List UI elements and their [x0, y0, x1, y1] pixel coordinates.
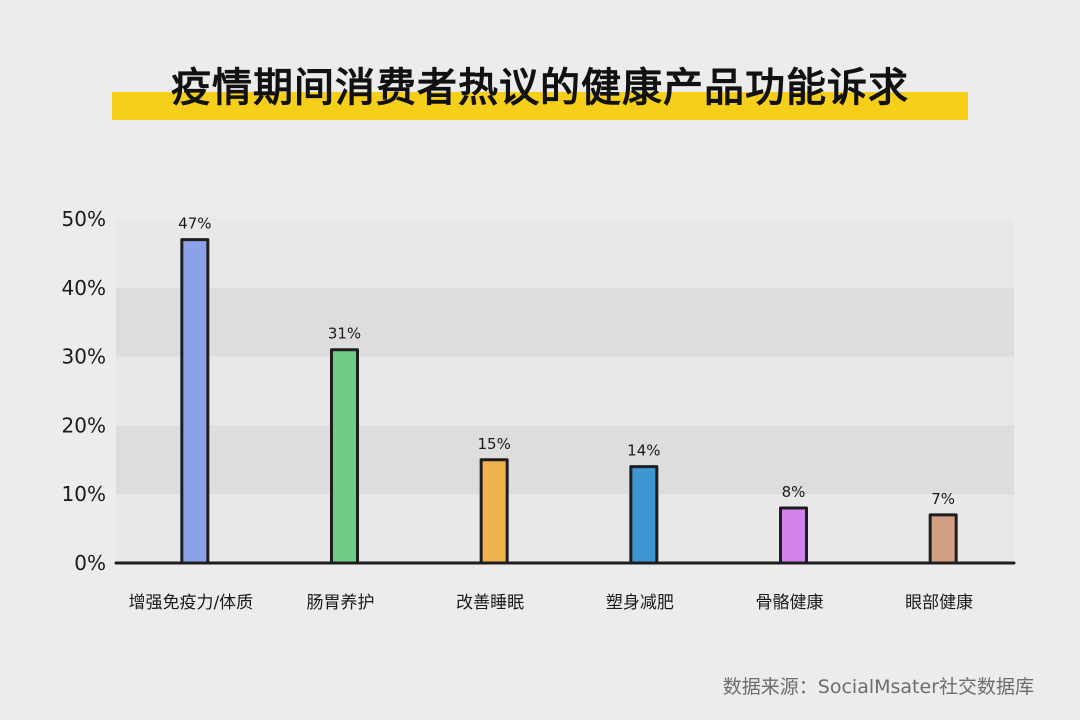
bar — [779, 506, 808, 565]
bar — [928, 513, 958, 565]
bar — [629, 465, 659, 565]
chart-title: 疫情期间消费者热议的健康产品功能诉求 — [171, 65, 909, 111]
data-label: 47% — [178, 215, 211, 233]
data-label: 14% — [627, 442, 660, 460]
data-label: 31% — [328, 325, 361, 343]
bar — [330, 348, 359, 565]
y-tick-label: 40% — [62, 276, 106, 300]
title-highlight-band — [112, 92, 968, 120]
grid-band — [116, 219, 1014, 288]
y-tick-label: 50% — [62, 207, 106, 231]
x-tick-label: 改善睡眠 — [456, 593, 524, 613]
x-tick-label: 塑身减肥 — [606, 593, 674, 613]
x-tick-label: 肠胃养护 — [307, 593, 375, 613]
data-label: 8% — [782, 483, 806, 501]
x-tick-label: 骨骼健康 — [756, 593, 824, 613]
grid-band — [116, 494, 1014, 563]
x-tick-label: 眼部健康 — [905, 593, 973, 613]
y-tick-label: 10% — [62, 482, 106, 506]
bar — [479, 458, 509, 565]
x-tick-label: 增强免疫力/体质 — [128, 593, 253, 613]
title-block: 疫情期间消费者热议的健康产品功能诉求 — [112, 54, 968, 124]
data-source-note: 数据来源：SocialMsater社交数据库 — [722, 676, 1034, 698]
y-tick-label: 30% — [62, 345, 106, 369]
grid-band — [116, 287, 1014, 357]
bar — [180, 238, 210, 565]
grid-band — [116, 356, 1014, 426]
y-tick-label: 20% — [62, 413, 106, 437]
grid-band — [116, 425, 1014, 495]
data-label: 7% — [931, 490, 955, 508]
y-tick-label: 0% — [74, 551, 106, 575]
data-label: 15% — [477, 435, 510, 453]
